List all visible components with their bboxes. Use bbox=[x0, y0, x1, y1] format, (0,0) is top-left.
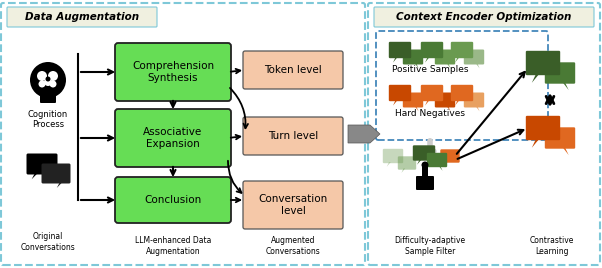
Polygon shape bbox=[415, 106, 418, 111]
FancyBboxPatch shape bbox=[421, 42, 443, 58]
Polygon shape bbox=[32, 173, 38, 179]
Text: Augmented
Conversations: Augmented Conversations bbox=[265, 236, 320, 256]
FancyBboxPatch shape bbox=[416, 176, 434, 190]
Polygon shape bbox=[476, 106, 480, 111]
Polygon shape bbox=[532, 139, 539, 148]
FancyBboxPatch shape bbox=[115, 109, 231, 167]
Polygon shape bbox=[402, 169, 405, 173]
Polygon shape bbox=[393, 57, 397, 63]
FancyBboxPatch shape bbox=[26, 154, 58, 174]
FancyBboxPatch shape bbox=[243, 181, 343, 229]
Polygon shape bbox=[425, 100, 430, 106]
Polygon shape bbox=[476, 63, 480, 68]
Circle shape bbox=[30, 62, 66, 98]
FancyBboxPatch shape bbox=[398, 156, 416, 170]
Text: Associative
Expansion: Associative Expansion bbox=[143, 127, 203, 149]
Polygon shape bbox=[425, 57, 430, 63]
Polygon shape bbox=[439, 166, 442, 171]
Text: Original
Conversations: Original Conversations bbox=[20, 232, 75, 252]
FancyBboxPatch shape bbox=[115, 177, 231, 223]
Circle shape bbox=[44, 78, 52, 86]
FancyBboxPatch shape bbox=[464, 50, 484, 65]
FancyArrow shape bbox=[348, 125, 380, 143]
Polygon shape bbox=[447, 63, 450, 68]
FancyBboxPatch shape bbox=[7, 7, 157, 27]
FancyBboxPatch shape bbox=[451, 85, 473, 101]
Polygon shape bbox=[444, 162, 448, 166]
FancyBboxPatch shape bbox=[389, 85, 411, 101]
Circle shape bbox=[48, 71, 58, 81]
FancyBboxPatch shape bbox=[243, 51, 343, 89]
FancyBboxPatch shape bbox=[413, 145, 435, 161]
Text: Comprehension
Synthesis: Comprehension Synthesis bbox=[132, 61, 214, 83]
FancyBboxPatch shape bbox=[403, 50, 423, 65]
Text: Token level: Token level bbox=[264, 65, 322, 75]
Text: LLM-enhanced Data
Augmentation: LLM-enhanced Data Augmentation bbox=[135, 236, 211, 256]
FancyBboxPatch shape bbox=[403, 92, 423, 107]
FancyBboxPatch shape bbox=[440, 149, 460, 163]
FancyBboxPatch shape bbox=[427, 153, 447, 167]
FancyBboxPatch shape bbox=[389, 42, 411, 58]
Circle shape bbox=[46, 76, 51, 81]
Text: Positive Samples: Positive Samples bbox=[392, 65, 468, 75]
FancyBboxPatch shape bbox=[383, 149, 403, 163]
Text: Data Augmentation: Data Augmentation bbox=[25, 12, 139, 22]
FancyBboxPatch shape bbox=[545, 127, 575, 149]
Text: Difficulty-adaptive
Sample Filter: Difficulty-adaptive Sample Filter bbox=[394, 236, 465, 256]
Circle shape bbox=[37, 71, 47, 81]
Circle shape bbox=[39, 80, 46, 87]
Text: Turn level: Turn level bbox=[268, 131, 318, 141]
Polygon shape bbox=[563, 83, 569, 90]
Polygon shape bbox=[532, 74, 539, 83]
Text: Cognition
Process: Cognition Process bbox=[28, 110, 68, 129]
Polygon shape bbox=[415, 63, 418, 68]
FancyBboxPatch shape bbox=[421, 85, 443, 101]
Text: Context Encoder Optimization: Context Encoder Optimization bbox=[396, 12, 572, 22]
Polygon shape bbox=[447, 106, 450, 111]
Polygon shape bbox=[57, 182, 63, 188]
Text: Hard Negatives: Hard Negatives bbox=[395, 109, 465, 117]
Polygon shape bbox=[393, 100, 397, 106]
FancyBboxPatch shape bbox=[451, 42, 473, 58]
Circle shape bbox=[49, 80, 57, 87]
FancyBboxPatch shape bbox=[374, 7, 594, 27]
FancyBboxPatch shape bbox=[40, 93, 56, 103]
FancyBboxPatch shape bbox=[464, 92, 484, 107]
FancyBboxPatch shape bbox=[42, 163, 70, 184]
Polygon shape bbox=[455, 100, 459, 106]
Text: Contrastive
Learning: Contrastive Learning bbox=[530, 236, 574, 256]
Polygon shape bbox=[417, 159, 421, 165]
Text: Conversation
level: Conversation level bbox=[258, 194, 327, 216]
FancyBboxPatch shape bbox=[435, 50, 455, 65]
FancyBboxPatch shape bbox=[526, 51, 560, 75]
Polygon shape bbox=[386, 162, 391, 167]
Polygon shape bbox=[422, 165, 428, 177]
Text: Conclusion: Conclusion bbox=[144, 195, 202, 205]
FancyBboxPatch shape bbox=[545, 62, 575, 84]
Polygon shape bbox=[455, 57, 459, 63]
FancyBboxPatch shape bbox=[526, 116, 560, 140]
Polygon shape bbox=[563, 147, 569, 155]
Circle shape bbox=[421, 162, 429, 169]
FancyBboxPatch shape bbox=[115, 43, 231, 101]
FancyBboxPatch shape bbox=[435, 92, 455, 107]
FancyBboxPatch shape bbox=[243, 117, 343, 155]
